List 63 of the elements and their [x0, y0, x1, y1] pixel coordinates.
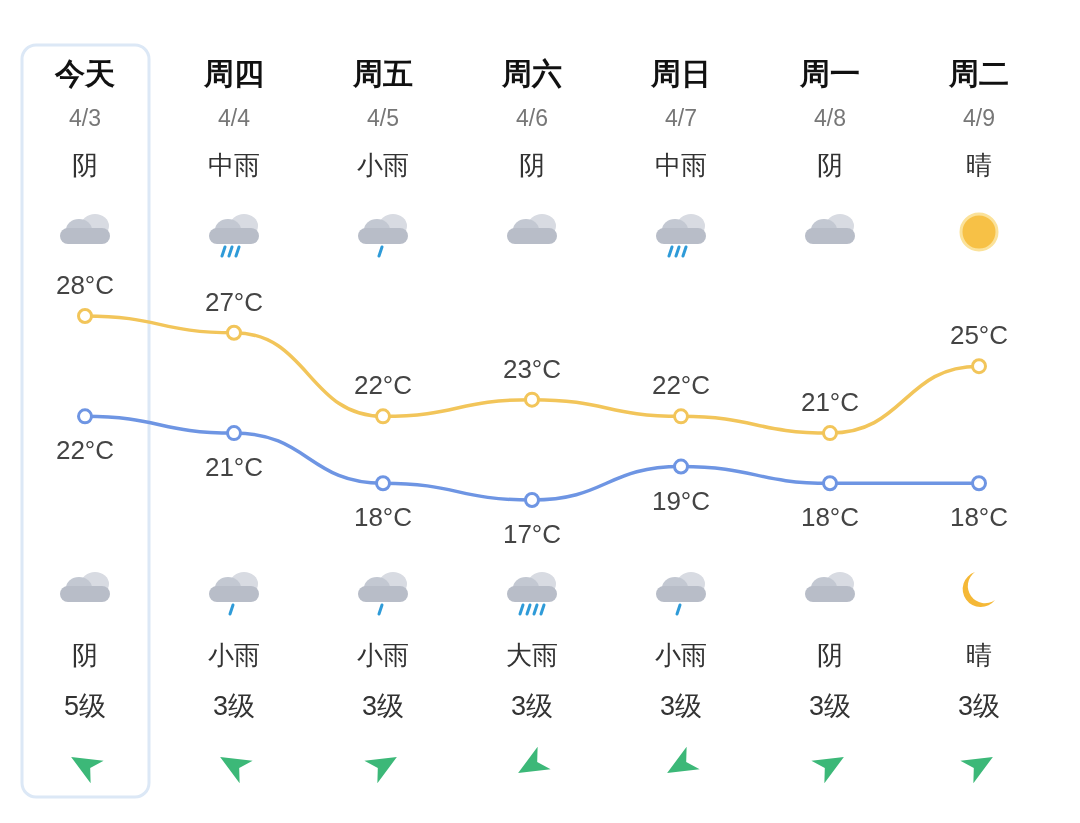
text: 3级 [212, 691, 256, 721]
text: 4/4 [218, 105, 251, 131]
data-label: 28°C [55, 270, 115, 300]
x-tick-label: 周六 [501, 57, 562, 90]
text: 小雨 [357, 640, 409, 670]
text: 中雨 [655, 150, 707, 180]
text: 阴 [72, 640, 98, 670]
text: 晴 [966, 150, 992, 180]
text: 4/5 [367, 105, 399, 131]
text: 阴 [72, 150, 98, 180]
x-tick-label: 周四 [203, 57, 264, 90]
data-label: 22°C [651, 370, 711, 401]
x-tick-label: 周二 [948, 57, 1009, 90]
point [673, 458, 689, 475]
text: 小雨 [357, 150, 409, 180]
text: 3级 [957, 691, 1001, 721]
point [375, 408, 391, 425]
text: 4/7 [665, 105, 697, 131]
data-label: 18°C [800, 502, 860, 533]
text: 3级 [510, 691, 554, 721]
data-label: 25°C [949, 320, 1009, 351]
data-label: 27°C [204, 286, 264, 317]
text: 4/9 [963, 105, 995, 131]
text: 3级 [659, 691, 703, 721]
x-tick-label: 今天 [54, 57, 115, 90]
text: 小雨 [655, 640, 707, 670]
point [77, 308, 93, 324]
data-label: 17°C [502, 519, 562, 549]
text: 阴 [817, 640, 843, 670]
text: 3级 [361, 691, 405, 721]
point [822, 475, 838, 492]
point [226, 425, 242, 442]
point [971, 475, 987, 492]
data-label: 22°C [55, 435, 115, 466]
data-label: 21°C [204, 452, 264, 483]
data-label: 23°C [502, 353, 562, 384]
point [226, 324, 242, 341]
x-tick-label: 周一 [799, 57, 860, 90]
point [971, 358, 987, 375]
text: 中雨 [208, 150, 260, 180]
text: 小雨 [208, 640, 260, 670]
text: 晴 [966, 640, 992, 670]
text: 5级 [63, 691, 107, 721]
data-label: 19°C [651, 485, 711, 516]
data-label: 18°C [353, 502, 413, 533]
point [822, 425, 838, 442]
point [524, 391, 540, 408]
data-label: 18°C [949, 502, 1009, 533]
data-label: 22°C [353, 370, 413, 401]
text: 4/8 [814, 105, 846, 131]
text: 4/6 [516, 105, 548, 131]
text: 4/3 [69, 105, 101, 131]
text: 大雨 [506, 640, 558, 670]
point [77, 408, 93, 425]
point [375, 475, 391, 492]
x-tick-label: 周五 [352, 57, 413, 90]
text: 阴 [519, 150, 545, 180]
data-label: 21°C [800, 387, 860, 418]
x-tick-label: 周日 [650, 57, 711, 90]
text: 3级 [808, 691, 852, 721]
point [524, 492, 540, 508]
text: 阴 [817, 150, 843, 180]
point [673, 408, 689, 425]
